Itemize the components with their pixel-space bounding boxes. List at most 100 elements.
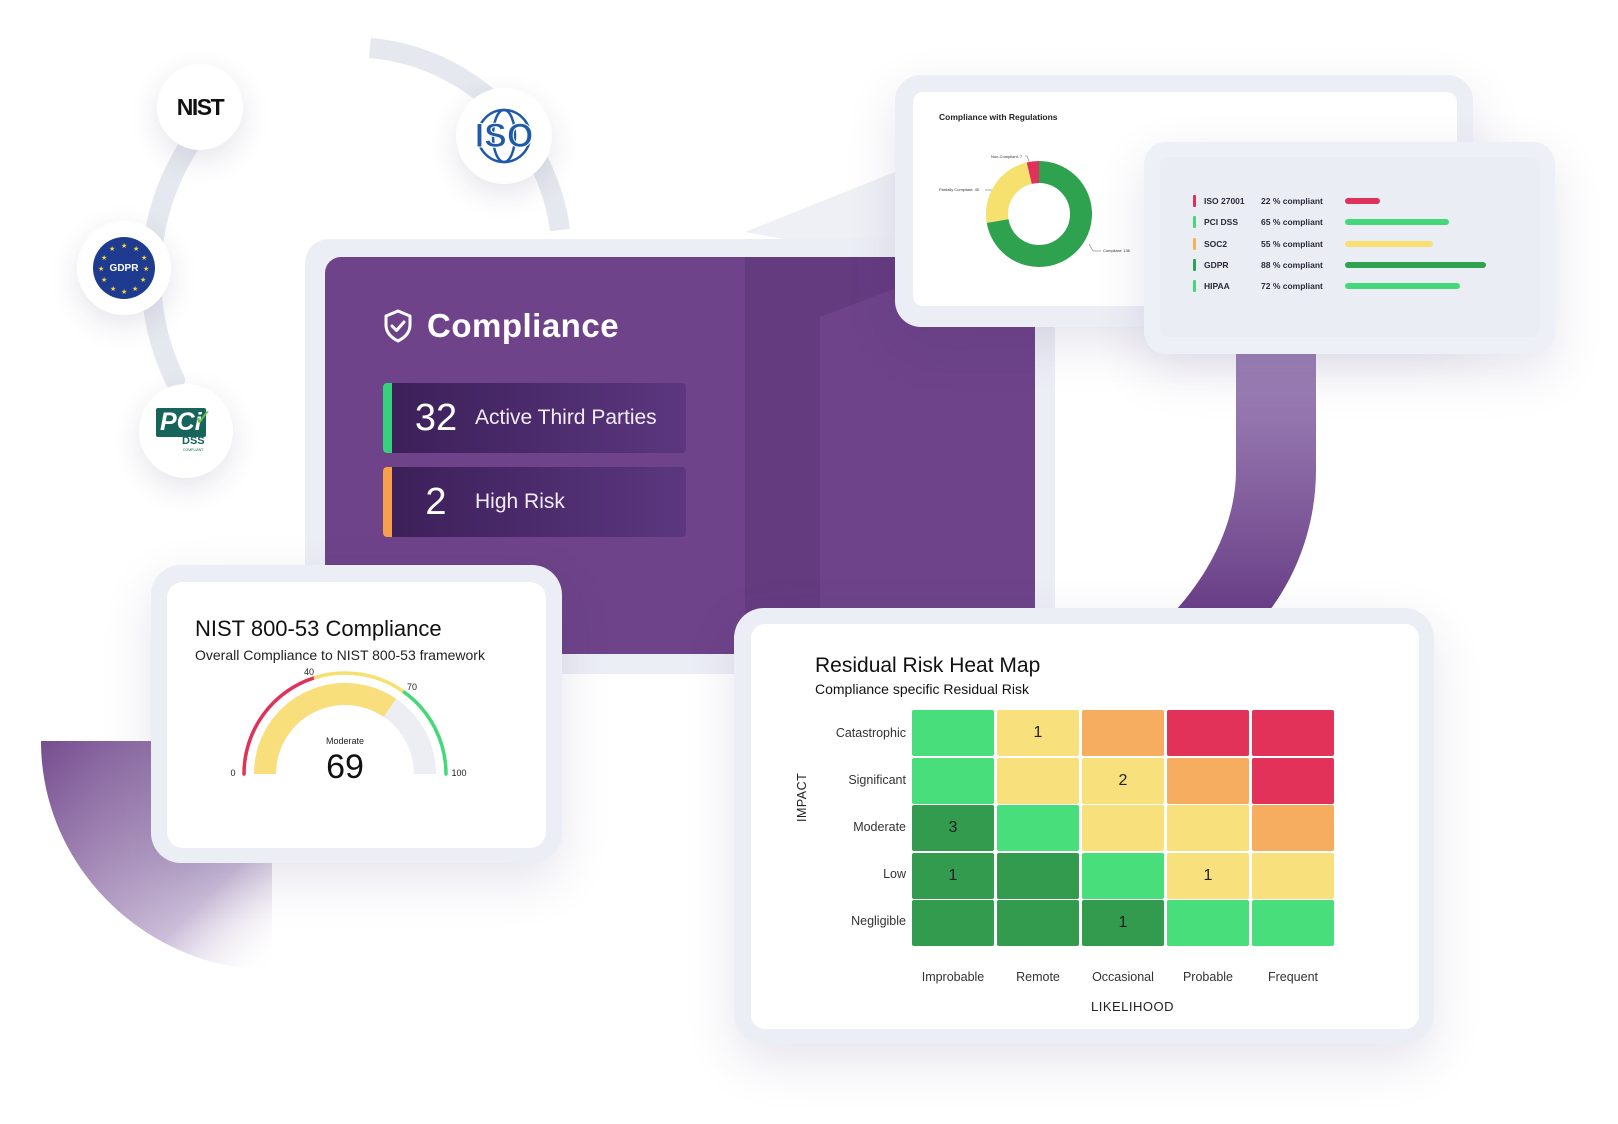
svg-text:★: ★: [121, 242, 127, 250]
regulation-row-gdpr[interactable]: GDPR 88 % compliant: [1160, 258, 1486, 272]
regulation-bar: [1345, 241, 1433, 247]
donut-label-non-compliant: Non-Compliant: 7: [991, 154, 1023, 159]
regulation-row-hipaa[interactable]: HIPAA 72 % compliant: [1160, 279, 1461, 293]
gdpr-logo-text: GDPR: [109, 262, 139, 274]
heatmap-cell[interactable]: [1252, 710, 1334, 756]
heatmap-cell[interactable]: 2: [1082, 757, 1164, 804]
regulation-bar: [1345, 283, 1461, 289]
regulations-donut-chart: Non-Compliant: 7 Partially Compliant: 45…: [939, 154, 1131, 267]
svg-text:★: ★: [109, 245, 115, 253]
heatmap-cell[interactable]: [1167, 805, 1249, 851]
regulation-row-iso27001[interactable]: ISO 27001 22 % compliant: [1160, 194, 1381, 208]
high-risk-stat[interactable]: 2 High Risk: [383, 467, 686, 537]
heatmap-cell[interactable]: 3: [912, 805, 994, 851]
row-label-moderate: Moderate: [853, 820, 906, 834]
heatmap-col-labels: Improbable Remote Occasional Probable Fr…: [912, 970, 1342, 986]
status-tick: [1193, 259, 1196, 271]
heatmap-cell[interactable]: [1252, 900, 1334, 946]
heatmap-card: Residual Risk Heat Map Compliance specif…: [751, 624, 1419, 1029]
pci-compliant-text: COMPLIANT: [183, 448, 204, 452]
row-label-negligible: Negligible: [851, 914, 906, 928]
heatmap-cell[interactable]: [1082, 710, 1164, 756]
regulation-bar: [1345, 219, 1449, 225]
svg-text:★: ★: [121, 288, 127, 296]
regulation-name: ISO 27001: [1204, 196, 1245, 206]
stat-label: Active Third Parties: [475, 406, 657, 429]
gauge-status: Moderate: [326, 736, 364, 746]
status-tick: [1193, 238, 1196, 250]
heatmap-cell[interactable]: 1: [912, 852, 994, 899]
gauge-tick-max: 100: [451, 768, 466, 778]
regulation-percent: 55 % compliant: [1261, 239, 1323, 249]
svg-text:★: ★: [143, 265, 149, 273]
svg-text:★: ★: [98, 265, 104, 273]
heatmap-cell[interactable]: [1082, 805, 1164, 851]
heatmap-cell[interactable]: [997, 852, 1079, 899]
heatmap-cell[interactable]: [1167, 900, 1249, 946]
heatmap-cell[interactable]: [997, 757, 1079, 804]
donut-slice-non-compliant[interactable]: [1026, 161, 1040, 184]
pci-logo-text: PCi: [156, 408, 206, 437]
svg-text:★: ★: [101, 254, 107, 262]
gauge-threshold-low: [242, 676, 316, 776]
stat-value: 2: [425, 480, 447, 523]
heatmap-cell[interactable]: [997, 900, 1079, 946]
active-third-parties-stat[interactable]: 32 Active Third Parties: [383, 383, 686, 453]
globe-icon: [476, 108, 532, 164]
gauge-tick-min: 0: [230, 768, 235, 778]
stat-accent-bar: [383, 383, 392, 453]
col-label-probable: Probable: [1182, 970, 1234, 984]
heatmap-cell[interactable]: [1252, 805, 1334, 851]
heatmap-title: Residual Risk Heat Map: [815, 654, 1041, 677]
heatmap-cell[interactable]: [1167, 757, 1249, 804]
row-label-catastrophic: Catastrophic: [835, 726, 906, 740]
svg-text:★: ★: [141, 254, 147, 262]
stat-accent-bar: [383, 467, 392, 537]
row-label-low: Low: [883, 867, 906, 881]
svg-text:★: ★: [132, 285, 138, 293]
gauge-tick-40: 40: [304, 667, 314, 677]
regulation-percent: 65 % compliant: [1261, 217, 1323, 227]
status-tick: [1193, 195, 1196, 207]
heatmap-cell[interactable]: 1: [997, 710, 1079, 756]
regulation-bars-card: ISO 27001 22 % compliant PCI DSS 65 % co…: [1160, 157, 1540, 337]
regulation-row-soc2[interactable]: SOC2 55 % compliant: [1160, 237, 1433, 251]
heatmap-cell[interactable]: 1: [1082, 900, 1164, 946]
gauge-threshold-mid: [313, 671, 406, 694]
heatmap-cell[interactable]: [912, 757, 994, 804]
heatmap-cell[interactable]: 1: [1167, 852, 1249, 899]
gauge-threshold-high: [402, 690, 448, 776]
gauge-value: 69: [326, 748, 364, 786]
heatmap-cell[interactable]: [912, 710, 994, 756]
regulation-name: SOC2: [1204, 239, 1228, 249]
col-label-remote: Remote: [1016, 970, 1060, 984]
regulation-bar: [1345, 262, 1486, 268]
donut-slice-compliant[interactable]: [986, 161, 1092, 267]
iso-logo: ISO: [456, 88, 552, 184]
regulations-title: Compliance with Regulations: [939, 112, 1058, 122]
gdpr-logo: ★ ★ ★ ★ ★ ★ ★ ★ ★ ★ ★ ★ GDPR: [77, 221, 171, 315]
regulation-row-pcidss[interactable]: PCI DSS 65 % compliant: [1160, 215, 1449, 229]
nist-logo: NIST: [157, 64, 243, 150]
svg-text:★: ★: [101, 276, 107, 284]
svg-text:★: ★: [110, 285, 116, 293]
regulation-name: HIPAA: [1204, 281, 1230, 291]
pci-dss-text: DSS: [182, 435, 205, 447]
gauge-tick-70: 70: [407, 682, 417, 692]
compliance-title: Compliance: [427, 307, 620, 344]
heatmap-x-title: LIKELIHOOD: [1091, 999, 1175, 1014]
stat-label: High Risk: [475, 490, 565, 513]
iso-logo-text: ISO: [474, 116, 534, 155]
heatmap-subtitle: Compliance specific Residual Risk: [815, 681, 1029, 697]
nist-logo-text: NIST: [176, 93, 225, 120]
heatmap-cell[interactable]: [997, 805, 1079, 851]
heatmap-y-title: IMPACT: [795, 772, 809, 822]
heatmap-cell[interactable]: [1252, 852, 1334, 899]
heatmap-cell[interactable]: [1252, 757, 1334, 804]
heatmap-cell[interactable]: [912, 900, 994, 946]
heatmap-row-labels: Catastrophic Significant Moderate Low Ne…: [811, 710, 906, 950]
regulation-name: GDPR: [1204, 260, 1229, 270]
heatmap-cell[interactable]: [1082, 852, 1164, 899]
heatmap-cell[interactable]: [1167, 710, 1249, 756]
donut-slice-partial[interactable]: [986, 162, 1033, 223]
